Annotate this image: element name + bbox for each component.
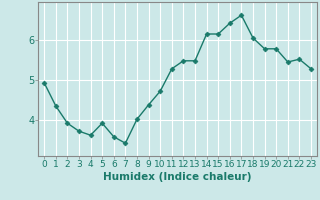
X-axis label: Humidex (Indice chaleur): Humidex (Indice chaleur) — [103, 172, 252, 182]
